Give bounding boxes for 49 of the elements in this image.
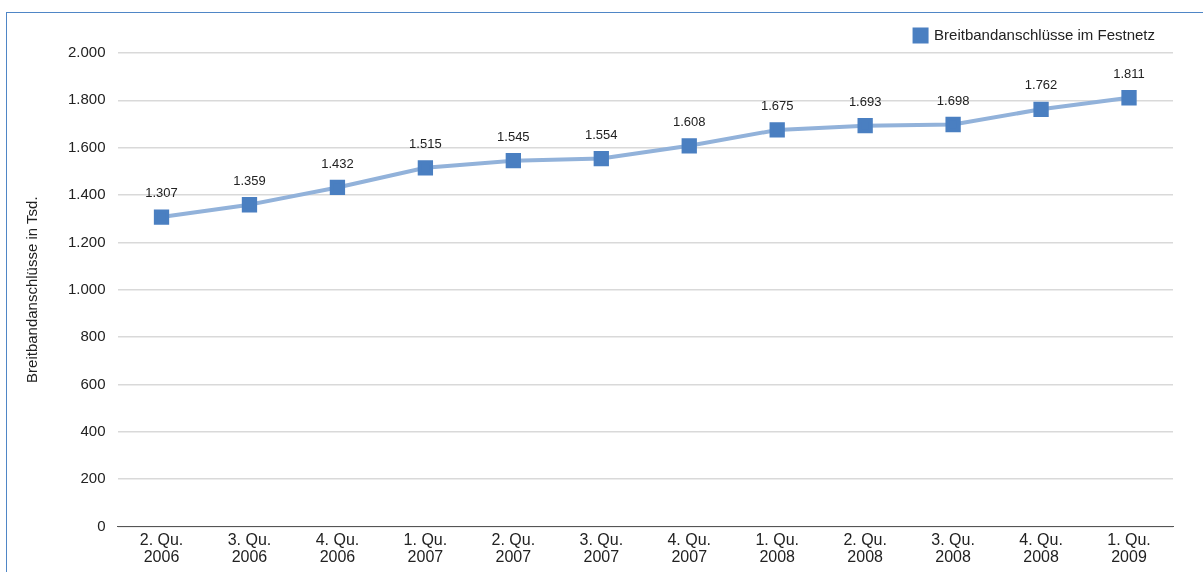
- x-tick-label: 4. Qu. 2006: [315, 531, 360, 566]
- y-axis-title: Breitbandanschlüsse in Tsd.: [23, 196, 41, 383]
- x-tick-label: 2. Qu. 2007: [491, 531, 536, 566]
- y-tick-label: 200: [80, 469, 106, 487]
- data-label: 1.554: [585, 126, 618, 142]
- data-label: 1.698: [936, 92, 970, 108]
- data-label: 1.608: [672, 113, 706, 129]
- data-label: 1.811: [1113, 65, 1145, 81]
- x-tick-label: 2. Qu. 2006: [139, 531, 184, 566]
- y-tick-label: 1.200: [67, 232, 106, 250]
- y-tick-label: 0: [97, 516, 106, 534]
- y-tick-label: 1.400: [67, 185, 106, 203]
- point: [857, 118, 873, 134]
- data-label: 1.545: [497, 128, 530, 144]
- data-label: 1.515: [409, 135, 442, 151]
- point: [417, 160, 434, 176]
- x-tick-label: 1. Qu. 2009: [1107, 531, 1151, 566]
- data-label: 1.307: [145, 185, 178, 201]
- x-tick-label: 2. Qu. 2008: [843, 531, 887, 566]
- y-tick-label: 2.000: [67, 43, 106, 61]
- point: [1121, 90, 1137, 106]
- y-tick-label: 1.800: [67, 90, 106, 108]
- point: [329, 179, 346, 196]
- y-tick-label: 1.000: [67, 279, 106, 297]
- point: [681, 138, 697, 154]
- x-tick-label: 4. Qu. 2007: [667, 531, 712, 566]
- data-label: 1.762: [1024, 77, 1058, 93]
- y-tick-label: 600: [80, 374, 106, 392]
- point: [945, 116, 961, 133]
- x-tick-label: 1. Qu. 2008: [755, 531, 799, 566]
- point: [1033, 101, 1049, 117]
- x-tick-label: 3. Qu. 2006: [227, 531, 272, 566]
- data-label: 1.693: [848, 93, 882, 109]
- y-tick-label: 1.600: [67, 137, 106, 155]
- legend-label: Breitbandanschlüsse im Festnetz: [934, 25, 1156, 43]
- point: [593, 150, 609, 167]
- data-label: 1.675: [760, 98, 794, 114]
- x-tick-label: 3. Qu. 2007: [579, 531, 624, 566]
- x-tick-label: 3. Qu. 2008: [931, 531, 975, 566]
- point: [505, 153, 521, 169]
- data-label: 1.432: [321, 155, 354, 171]
- y-tick-label: 400: [80, 421, 106, 439]
- point: [153, 209, 170, 225]
- point: [769, 122, 785, 138]
- point: [241, 197, 258, 213]
- x-tick-label: 1. Qu. 2007: [403, 531, 448, 566]
- x-tick-label: 4. Qu. 2008: [1019, 531, 1063, 566]
- y-tick-label: 800: [80, 327, 106, 345]
- data-label: 1.359: [233, 172, 266, 188]
